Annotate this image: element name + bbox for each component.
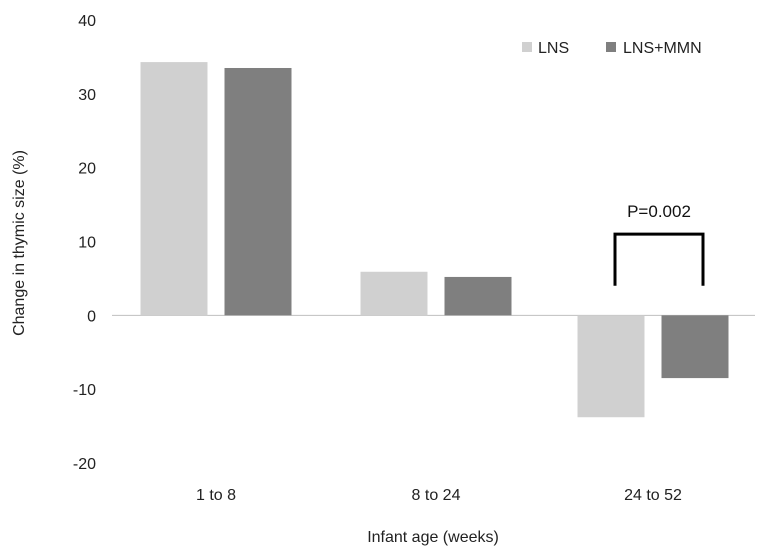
y-tick-label: -20: [73, 456, 96, 473]
x-tick-label: 1 to 8: [196, 487, 236, 504]
bar-lns-mmn-2: [444, 276, 512, 316]
x-tick-label: 8 to 24: [412, 487, 461, 504]
y-tick-label: 10: [78, 235, 96, 252]
y-tick-label: 40: [78, 13, 96, 30]
y-tick-label: 30: [78, 87, 96, 104]
significance-bracket: [613, 232, 705, 286]
x-axis-ticks: 1 to 8 8 to 24 24 to 52: [196, 487, 682, 504]
bars: [140, 62, 729, 418]
legend-label-lns: LNS: [538, 40, 569, 57]
y-axis-title: Change in thymic size (%): [11, 150, 28, 336]
legend-label-lns-mmn: LNS+MMN: [623, 40, 702, 57]
bar-lns-mmn-1: [224, 67, 292, 316]
p-value-label: P=0.002: [627, 202, 691, 221]
y-axis-ticks: -20 -10 0 10 20 30 40: [73, 13, 96, 473]
y-tick-label: 20: [78, 161, 96, 178]
legend-swatch-lns-mmn: [606, 42, 616, 52]
bar-lns-2: [360, 271, 428, 316]
annotations: P=0.002: [613, 202, 705, 286]
bar-lns-3: [577, 315, 645, 418]
x-axis-title: Infant age (weeks): [367, 529, 499, 546]
bar-lns-1: [140, 62, 208, 316]
y-tick-label: 0: [87, 308, 96, 325]
legend: LNS LNS+MMN: [522, 40, 702, 57]
y-tick-label: -10: [73, 382, 96, 399]
bar-lns-mmn-3: [661, 315, 729, 379]
legend-swatch-lns: [522, 42, 532, 52]
x-tick-label: 24 to 52: [624, 487, 682, 504]
